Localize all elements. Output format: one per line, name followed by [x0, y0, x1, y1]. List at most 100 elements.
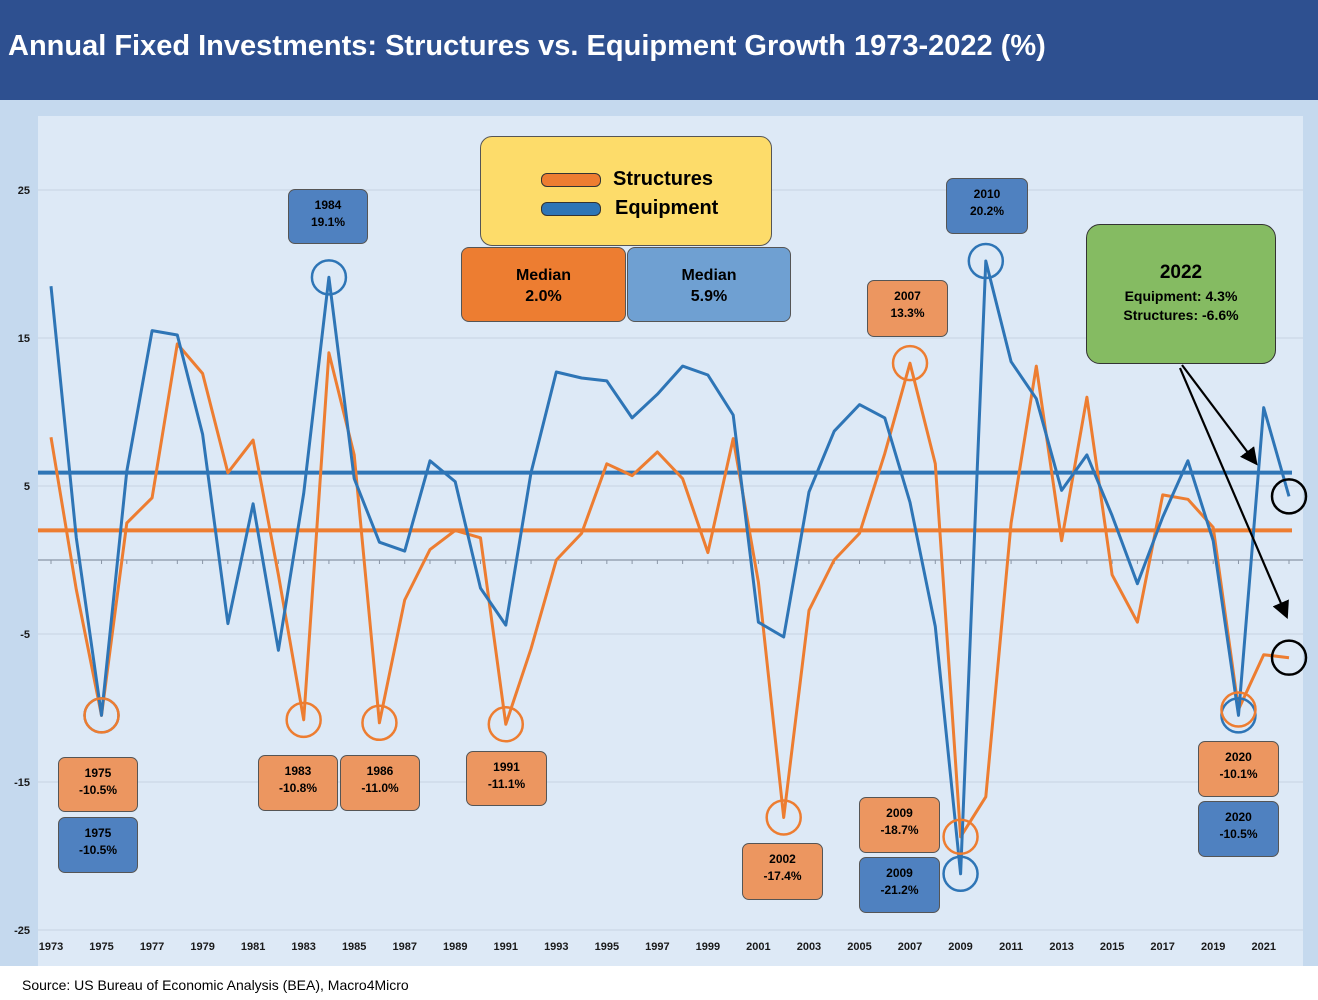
- y-tick-label: 25: [18, 185, 30, 197]
- annotation-value: 13.3%: [890, 306, 925, 320]
- x-tick-label: 2015: [1100, 941, 1124, 953]
- annotation-year: 1984: [314, 198, 342, 212]
- x-tick-label: 1979: [190, 941, 214, 953]
- x-tick-label: 1987: [392, 941, 416, 953]
- annotation-structures-2009: 2009 -18.7%: [859, 797, 940, 853]
- highlight-circle-equipment-2022: [1270, 478, 1308, 515]
- annotation-value: -21.2%: [880, 883, 919, 897]
- legend-swatch-structures: [541, 173, 601, 187]
- y-tick-label: -5: [20, 629, 30, 641]
- callout-arrows: [1178, 364, 1289, 620]
- legend-label-equipment: Equipment: [615, 197, 719, 219]
- callout-2022-structures: Structures: -6.6%: [1123, 307, 1239, 323]
- y-tick-label: -15: [14, 777, 30, 789]
- annotation-equipment-1975: 1975 -10.5%: [58, 817, 138, 873]
- annotation-equipment-2020: 2020 -10.5%: [1198, 801, 1279, 857]
- annotation-value: -18.7%: [880, 823, 919, 837]
- y-tick-label: 15: [18, 333, 30, 345]
- x-tick-label: 1973: [39, 941, 63, 953]
- legend: Structures Equipment: [480, 136, 772, 246]
- annotation-year: 1975: [84, 766, 112, 780]
- annotation-year: 1983: [284, 764, 312, 778]
- highlight-circle-structures-2002: [765, 799, 802, 836]
- annotation-year: 2009: [886, 866, 913, 880]
- highlight-circle-equipment-2010: [967, 242, 1005, 280]
- callout-2022: 2022 Equipment: 4.3% Structures: -6.6%: [1086, 224, 1276, 364]
- chart-title: Annual Fixed Investments: Structures vs.…: [8, 30, 1046, 62]
- x-tick-label: 1989: [443, 941, 467, 953]
- series-line-structures: [49, 342, 1290, 839]
- highlight-circle-structures-1975: [83, 697, 120, 734]
- annotation-year: 1975: [84, 826, 112, 840]
- arrow-to-equipment-2022: [1181, 364, 1258, 466]
- x-tick-label: 2003: [797, 941, 821, 953]
- annotation-year: 2020: [1225, 810, 1252, 824]
- annotation-year: 2009: [886, 806, 913, 820]
- x-tick-label: 1995: [595, 941, 619, 953]
- highlight-circle-structures-2007: [891, 344, 929, 382]
- x-tick-label: 2005: [847, 941, 871, 953]
- x-tick-label: 1981: [241, 941, 265, 953]
- y-tick-label: -25: [14, 925, 30, 937]
- highlight-circle-structures-2022: [1270, 639, 1308, 676]
- median-equipment-box: Median 5.9%: [627, 247, 791, 322]
- x-tick-label: 2007: [898, 941, 922, 953]
- x-tick-label: 1997: [645, 941, 669, 953]
- annotation-structures-1975: 1975 -10.5%: [58, 757, 138, 812]
- x-tick-label: 2019: [1201, 941, 1225, 953]
- highlight-circle-structures-1983: [285, 701, 322, 739]
- annotation-value: 20.2%: [969, 204, 1005, 218]
- annotation-equipment-2010: 2010 20.2%: [946, 178, 1028, 234]
- x-tick-labels: 1973 1975 1977 1979 1981 1983 1985 1987 1989 1991…: [39, 941, 1276, 953]
- annotation-value: -10.5%: [78, 783, 118, 797]
- annotation-value: -10.8%: [278, 781, 318, 795]
- annotation-value: 19.1%: [310, 215, 346, 229]
- median-equipment-value: 5.9%: [690, 288, 728, 305]
- annotation-structures-1991: 1991 -11.1%: [466, 751, 547, 806]
- series-lines: [49, 259, 1291, 876]
- annotation-year: 2020: [1225, 750, 1252, 764]
- source-note: Source: US Bureau of Economic Analysis (…: [22, 977, 409, 993]
- annotation-equipment-2009: 2009 -21.2%: [859, 857, 940, 913]
- annotation-structures-1983: 1983 -10.8%: [258, 755, 338, 811]
- annotation-value: -11.1%: [487, 777, 526, 791]
- y-tick-label: 5: [24, 481, 30, 493]
- annotation-structures-1986: 1986 -11.0%: [340, 755, 420, 811]
- x-tick-label: 1993: [544, 941, 568, 953]
- median-structures-label: Median: [515, 267, 572, 284]
- median-structures-box: Median 2.0%: [461, 247, 626, 322]
- footer-bar: [0, 966, 1318, 1000]
- highlight-circle-structures-2009: [942, 818, 979, 856]
- annotation-value: -17.4%: [763, 869, 802, 883]
- callout-2022-year: 2022: [1159, 262, 1203, 283]
- title-bar: [0, 0, 1318, 100]
- legend-label-structures: Structures: [613, 168, 714, 190]
- annotation-year: 2010: [973, 187, 1001, 201]
- highlight-circle-equipment-2009: [942, 855, 979, 893]
- callout-2022-equipment: Equipment: 4.3%: [1124, 288, 1238, 304]
- annotation-year: 1991: [493, 760, 520, 774]
- x-tick-label: 1975: [89, 941, 113, 953]
- annotation-value: -10.1%: [1219, 767, 1258, 781]
- y-tick-labels: 25 15 5 -5 -15 -25: [14, 185, 30, 937]
- x-tick-label: 2011: [999, 941, 1023, 953]
- x-tick-label: 2009: [948, 941, 972, 953]
- arrow-to-structures-2022: [1178, 367, 1289, 620]
- x-tick-label: 1999: [696, 941, 720, 953]
- annotation-year: 2007: [894, 289, 921, 303]
- annotation-year: 2002: [769, 852, 796, 866]
- annotation-year: 1986: [366, 764, 394, 778]
- highlight-circle-structures-1991: [487, 706, 525, 743]
- median-equipment-label: Median: [681, 267, 737, 284]
- median-structures-value: 2.0%: [525, 288, 562, 305]
- x-tick-label: 1991: [494, 941, 518, 953]
- annotation-value: -10.5%: [78, 843, 118, 857]
- x-tick-label: 2001: [746, 941, 770, 953]
- annotation-value: -11.0%: [361, 781, 399, 795]
- highlight-circles: [83, 242, 1308, 893]
- annotation-equipment-1984: 1984 19.1%: [288, 189, 368, 244]
- highlight-circle-structures-2020: [1220, 691, 1257, 728]
- annotation-structures-2007: 2007 13.3%: [867, 280, 948, 337]
- legend-swatch-equipment: [541, 202, 601, 216]
- annotation-structures-2020: 2020 -10.1%: [1198, 741, 1279, 797]
